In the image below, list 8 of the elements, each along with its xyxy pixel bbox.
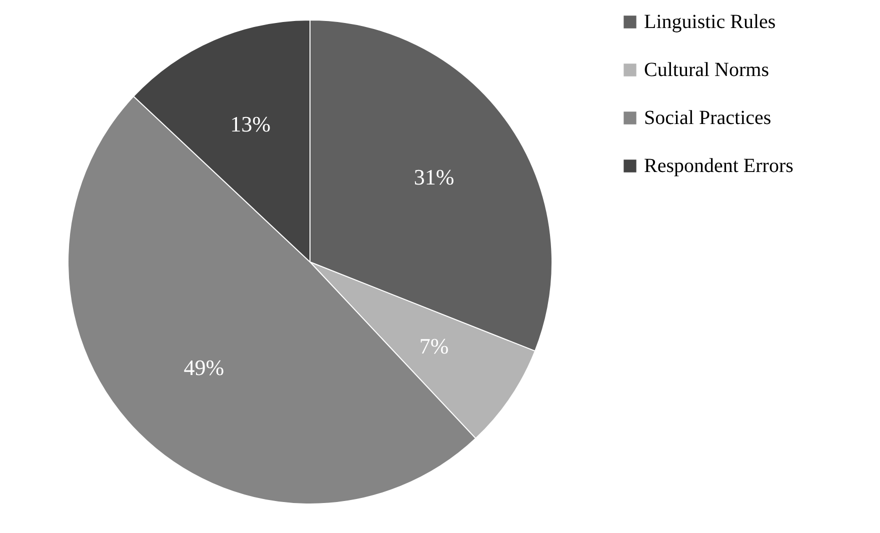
data-label: 31% — [414, 164, 454, 190]
data-label: 7% — [419, 333, 449, 358]
data-label: 13% — [230, 111, 271, 136]
legend-label: Linguistic Rules — [644, 11, 776, 33]
legend-label: Social Practices — [644, 107, 772, 129]
data-label: 49% — [184, 355, 224, 380]
legend-label: Cultural Norms — [644, 59, 770, 81]
legend-label: Respondent Errors — [644, 155, 794, 177]
